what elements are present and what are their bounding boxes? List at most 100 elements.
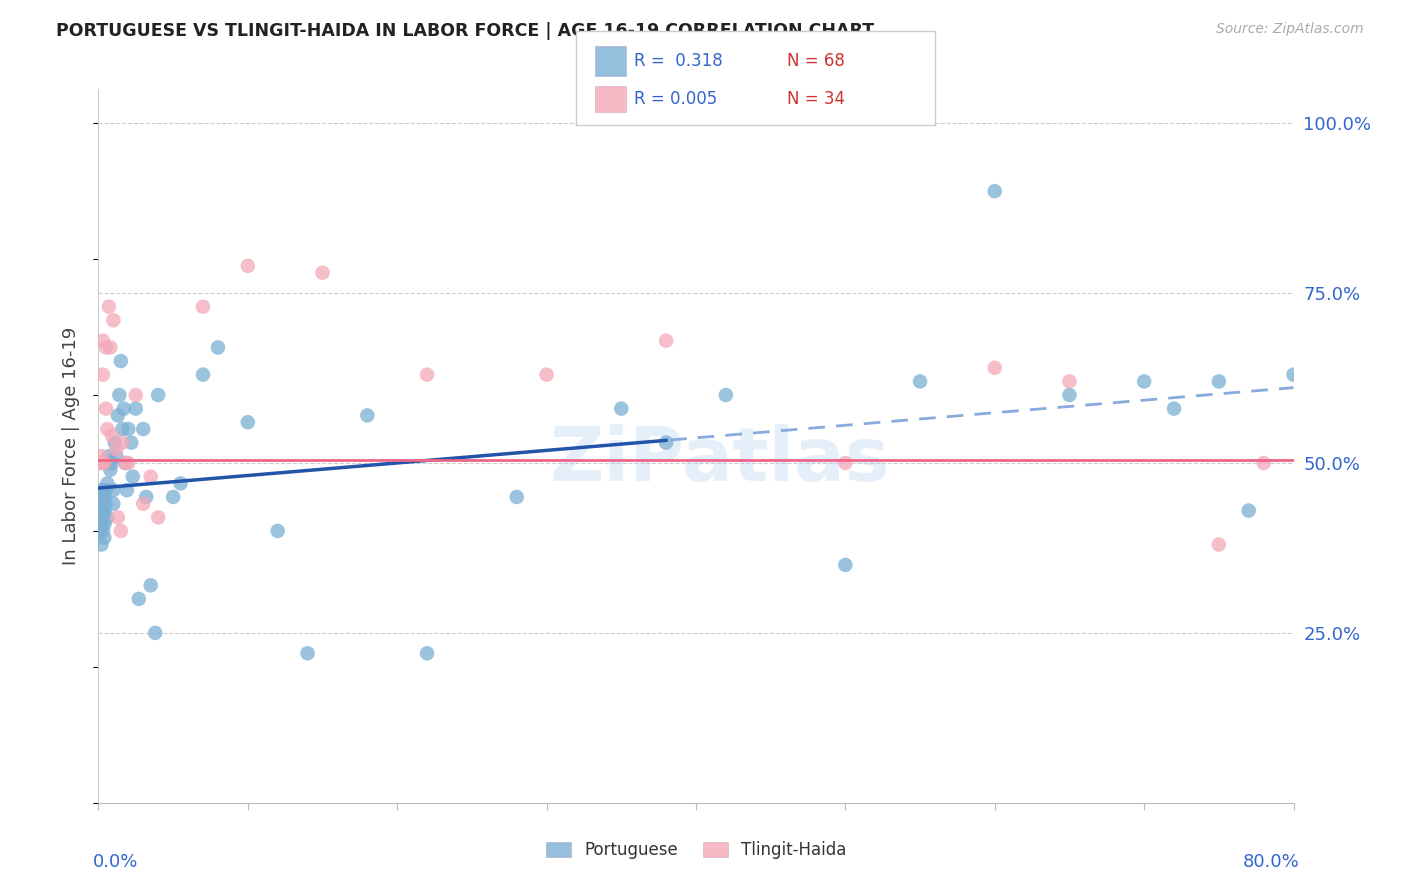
Text: Source: ZipAtlas.com: Source: ZipAtlas.com [1216, 22, 1364, 37]
Text: 80.0%: 80.0% [1243, 853, 1299, 871]
Point [111, 435, 134, 450]
Point [91, 503, 114, 517]
Point [311, 266, 333, 280]
Point [103, 497, 125, 511]
Point [416, 368, 439, 382]
Point [103, 483, 125, 498]
Point [107, 409, 129, 423]
Text: PORTUGUESE VS TLINGIT-HAIDA IN LABOR FORCE | AGE 16-19 CORRELATION CHART: PORTUGUESE VS TLINGIT-HAIDA IN LABOR FOR… [56, 22, 875, 40]
Point [94, 341, 117, 355]
Point [125, 401, 148, 416]
Point [834, 456, 856, 470]
Point [132, 422, 155, 436]
Point [114, 456, 136, 470]
Point [984, 360, 1007, 375]
Point [139, 469, 162, 483]
Point [94, 483, 117, 498]
Point [169, 476, 191, 491]
Point [114, 456, 136, 470]
Point [90, 503, 112, 517]
Point [610, 401, 633, 416]
Point [98, 463, 122, 477]
Point [110, 524, 132, 538]
Point [101, 456, 124, 470]
Point [191, 368, 214, 382]
Point [655, 435, 678, 450]
Point [148, 388, 170, 402]
Point [267, 524, 290, 538]
Text: N = 68: N = 68 [787, 52, 845, 70]
Text: 0.0%: 0.0% [93, 853, 138, 871]
Point [908, 375, 931, 389]
Point [94, 401, 117, 416]
Point [104, 435, 127, 450]
Point [1208, 375, 1230, 389]
Point [89, 456, 111, 470]
Point [236, 415, 259, 429]
Point [236, 259, 259, 273]
Point [1208, 537, 1230, 551]
Point [103, 313, 125, 327]
Point [96, 476, 118, 491]
Point [1059, 388, 1081, 402]
Point [132, 497, 155, 511]
Point [91, 490, 114, 504]
Point [117, 422, 139, 436]
Point [984, 184, 1007, 198]
Point [93, 490, 115, 504]
Point [89, 524, 111, 538]
Point [91, 368, 114, 382]
Point [714, 388, 737, 402]
Point [93, 503, 115, 517]
Point [94, 497, 117, 511]
Point [356, 409, 378, 423]
Point [89, 517, 111, 532]
Point [97, 456, 120, 470]
Point [90, 490, 112, 504]
Point [655, 334, 678, 348]
Point [115, 483, 138, 498]
Point [90, 483, 112, 498]
Point [96, 422, 118, 436]
Point [297, 646, 319, 660]
Point [93, 531, 115, 545]
Point [91, 524, 114, 538]
Point [1059, 375, 1081, 389]
Y-axis label: In Labor Force | Age 16-19: In Labor Force | Age 16-19 [62, 326, 80, 566]
Point [91, 334, 114, 348]
Point [97, 449, 120, 463]
Text: ZiPatlas: ZiPatlas [550, 424, 890, 497]
Point [117, 456, 139, 470]
Point [112, 401, 135, 416]
Point [93, 456, 115, 470]
Point [148, 510, 170, 524]
Point [107, 510, 129, 524]
Point [90, 456, 112, 470]
Point [105, 442, 128, 457]
Text: R =  0.318: R = 0.318 [634, 52, 723, 70]
Point [191, 300, 214, 314]
Point [108, 388, 131, 402]
Point [89, 503, 111, 517]
Point [111, 422, 134, 436]
Point [536, 368, 558, 382]
Point [125, 388, 148, 402]
Point [98, 341, 122, 355]
Point [121, 469, 143, 483]
Text: N = 34: N = 34 [787, 90, 845, 108]
Point [834, 558, 856, 572]
Point [96, 510, 118, 524]
Point [90, 517, 112, 532]
Point [135, 490, 157, 504]
Point [105, 449, 128, 463]
Point [91, 483, 114, 498]
Text: R = 0.005: R = 0.005 [634, 90, 717, 108]
Point [416, 646, 439, 660]
Point [1133, 375, 1156, 389]
Point [101, 429, 124, 443]
Point [506, 490, 529, 504]
Point [143, 626, 166, 640]
Point [93, 517, 115, 532]
Point [1282, 368, 1305, 382]
Point [162, 490, 184, 504]
